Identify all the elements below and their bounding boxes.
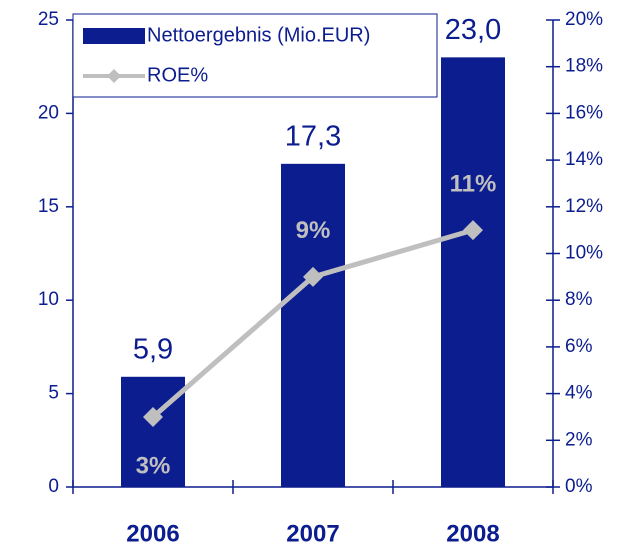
roe-value-label: 9% [296,217,331,244]
y-tick-label: 20 [38,102,59,123]
y-tick-label: 25 [38,9,59,30]
y-tick-label: 10 [38,289,59,310]
bar-value-label: 5,9 [133,333,173,365]
bar-value-label: 17,3 [285,120,341,152]
legend-box [72,13,438,98]
legend-swatch [83,28,145,44]
x-tick-label: 2006 [126,520,179,547]
y2-tick-label: 4% [565,383,593,404]
bar [441,57,505,488]
y-tick-label: 0 [48,476,59,497]
y-tick-label: 5 [48,383,59,404]
y2-tick-label: 8% [565,289,593,310]
roe-marker [463,220,483,241]
roe-value-label: 3% [136,452,171,479]
legend-label: Nettoergebnis (Mio.EUR) [147,24,370,46]
y2-tick-label: 18% [565,56,603,77]
bar [281,163,345,487]
roe-marker [303,266,323,287]
y2-tick-label: 2% [565,429,593,450]
y2-tick-label: 0% [565,476,593,497]
legend-label: ROE% [147,64,208,86]
y2-tick-label: 6% [565,336,593,357]
roe-value-label: 11% [450,170,497,197]
legend-marker [107,69,121,83]
x-tick-label: 2007 [286,520,339,547]
y2-tick-label: 10% [565,243,603,264]
roe-marker [143,406,163,427]
y-tick-label: 15 [38,196,59,217]
y2-tick-label: 20% [565,9,603,30]
bar-value-label: 23,0 [445,14,501,46]
y2-tick-label: 12% [565,196,603,217]
y2-tick-label: 16% [565,102,603,123]
x-tick-label: 2008 [446,520,499,547]
y2-tick-label: 14% [565,149,603,170]
